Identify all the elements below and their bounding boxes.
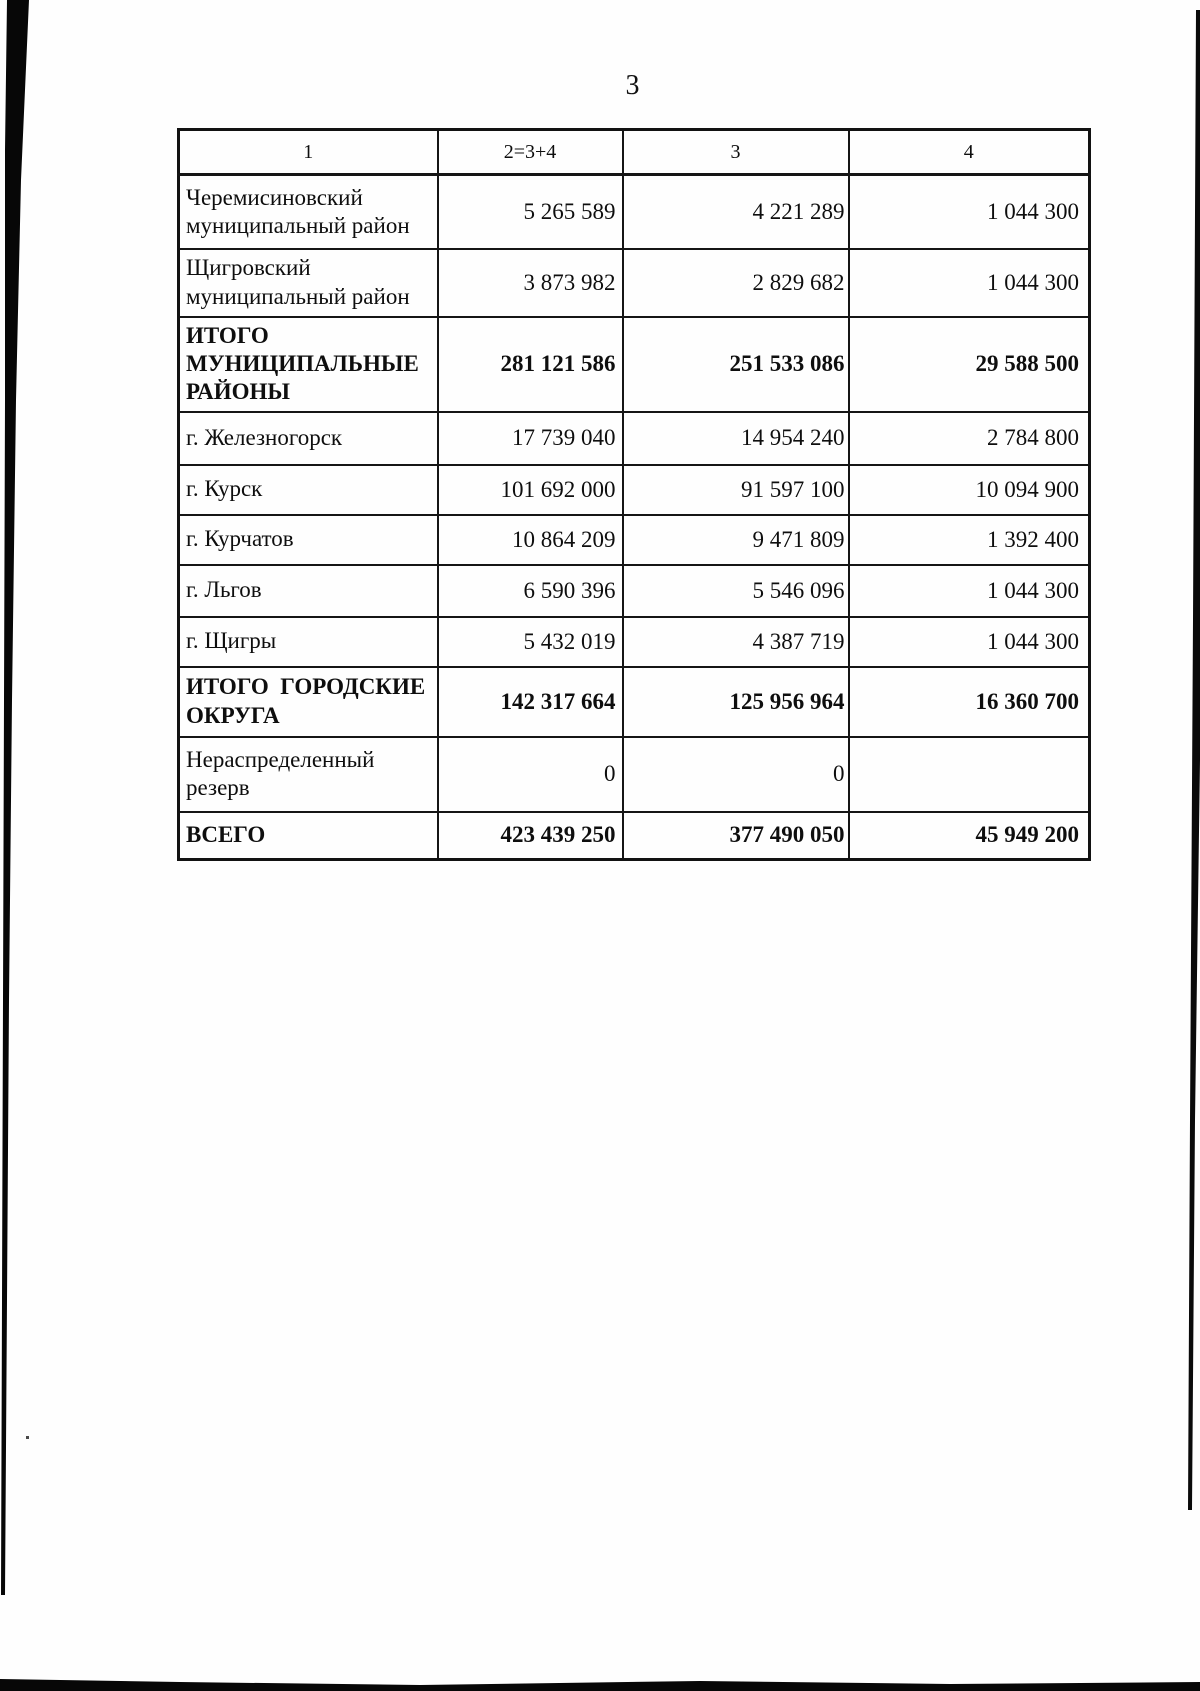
value-cell: 1 044 300	[847, 247, 1091, 318]
value-cell: 2 829 682	[621, 247, 850, 318]
value-cell: 4 221 289	[621, 173, 850, 250]
table-row: г. Курск 101 692 000 91 597 100 10 094 9…	[177, 463, 1091, 516]
region-label-cell: г. Льгов	[177, 563, 439, 618]
value-cell: 29 588 500	[847, 315, 1091, 413]
value-cell: 142 317 664	[436, 665, 624, 738]
value-cell: 91 597 100	[621, 463, 850, 516]
header-cell-2: 2=3+4	[436, 128, 624, 176]
region-label-cell: Нераспределенный резерв	[177, 735, 439, 813]
table-row: г. Щигры 5 432 019 4 387 719 1 044 300	[177, 615, 1091, 668]
value-cell: 423 439 250	[436, 810, 624, 861]
value-cell: 1 044 300	[847, 173, 1091, 250]
value-cell: 1 392 400	[847, 513, 1091, 566]
value-cell: 0	[621, 735, 850, 813]
value-cell: 251 533 086	[621, 315, 850, 413]
value-cell: 10 094 900	[847, 463, 1091, 516]
region-label-cell: г. Щигры	[177, 615, 439, 668]
value-cell: 14 954 240	[621, 410, 850, 466]
value-cell: 6 590 396	[436, 563, 624, 618]
scan-artifact-right-band	[1188, 10, 1200, 1510]
table-row-grand-total: ВСЕГО 423 439 250 377 490 050 45 949 200	[177, 810, 1091, 861]
value-cell: 377 490 050	[621, 810, 850, 861]
value-cell: 5 432 019	[436, 615, 624, 668]
header-cell-3: 3	[621, 128, 850, 176]
page-number: 3	[625, 70, 640, 101]
region-label-cell: ВСЕГО	[177, 810, 439, 861]
scan-artifact-bottom-band	[0, 1679, 1200, 1691]
region-label-cell: г. Курчатов	[177, 513, 439, 566]
value-cell	[847, 735, 1091, 813]
value-cell: 10 864 209	[436, 513, 624, 566]
table-row-total-cities: ИТОГО ГОРОДСКИЕ ОКРУГА 142 317 664 125 9…	[177, 665, 1091, 738]
region-label-cell: г. Железногорск	[177, 410, 439, 466]
value-cell: 45 949 200	[847, 810, 1091, 861]
table-row-total-districts: ИТОГО МУНИЦИПАЛЬНЫЕ РАЙОНЫ 281 121 586 2…	[177, 315, 1091, 413]
value-cell: 2 784 800	[847, 410, 1091, 466]
budget-table: 1 2=3+4 3 4 Черемисиновский муниципальны…	[177, 128, 1091, 861]
value-cell: 1 044 300	[847, 615, 1091, 668]
region-label-cell: ИТОГО ГОРОДСКИЕ ОКРУГА	[177, 665, 439, 738]
table-row: г. Железногорск 17 739 040 14 954 240 2 …	[177, 410, 1091, 466]
scan-speck	[26, 1436, 29, 1439]
value-cell: 16 360 700	[847, 665, 1091, 738]
value-cell: 4 387 719	[621, 615, 850, 668]
value-cell: 0	[436, 735, 624, 813]
region-label-cell: Щигровский муниципальный район	[177, 247, 439, 318]
table-row: Черемисиновский муниципальный район 5 26…	[177, 173, 1091, 250]
value-cell: 9 471 809	[621, 513, 850, 566]
table-row: г. Курчатов 10 864 209 9 471 809 1 392 4…	[177, 513, 1091, 566]
table-row: Нераспределенный резерв 0 0	[177, 735, 1091, 813]
value-cell: 17 739 040	[436, 410, 624, 466]
region-label-cell: Черемисиновский муниципальный район	[177, 173, 439, 250]
table-header-row: 1 2=3+4 3 4	[177, 128, 1091, 176]
value-cell: 281 121 586	[436, 315, 624, 413]
value-cell: 101 692 000	[436, 463, 624, 516]
region-label-cell: ИТОГО МУНИЦИПАЛЬНЫЕ РАЙОНЫ	[177, 315, 439, 413]
value-cell: 5 546 096	[621, 563, 850, 618]
value-cell: 1 044 300	[847, 563, 1091, 618]
scan-artifact-left-band	[1, 0, 29, 1595]
region-label-cell: г. Курск	[177, 463, 439, 516]
value-cell: 5 265 589	[436, 173, 624, 250]
header-cell-4: 4	[847, 128, 1091, 176]
table-row: Щигровский муниципальный район 3 873 982…	[177, 247, 1091, 318]
header-cell-1: 1	[177, 128, 439, 176]
table-row: г. Льгов 6 590 396 5 546 096 1 044 300	[177, 563, 1091, 618]
value-cell: 125 956 964	[621, 665, 850, 738]
value-cell: 3 873 982	[436, 247, 624, 318]
